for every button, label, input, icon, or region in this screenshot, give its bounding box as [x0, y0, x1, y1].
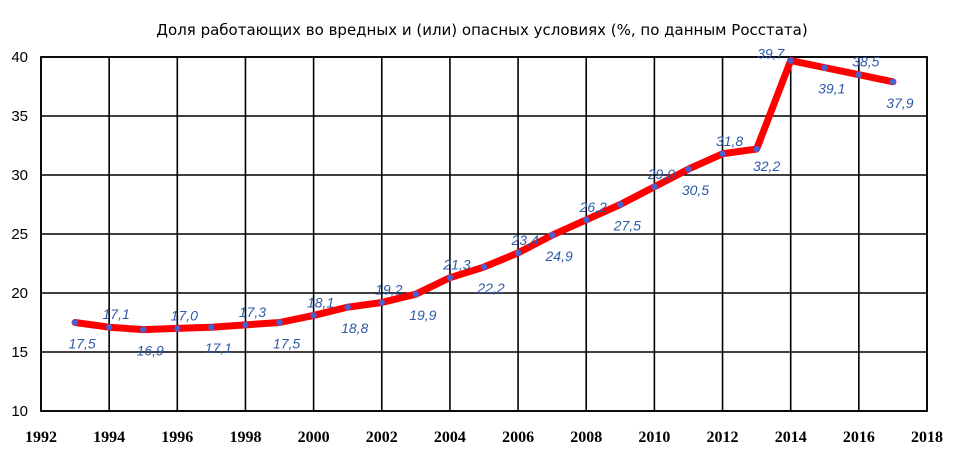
data-point-1997 [208, 324, 215, 331]
data-label-1995: 16,9 [137, 343, 164, 359]
x-tick-label-1996: 1996 [161, 429, 193, 446]
data-label-2015: 39,1 [818, 81, 845, 97]
data-point-2016 [855, 71, 863, 78]
data-label-2009: 27,5 [613, 218, 641, 234]
x-tick-label-1998: 1998 [229, 429, 261, 446]
data-point-2014 [787, 57, 794, 64]
y-tick-label-20: 20 [11, 285, 28, 302]
data-label-2010: 29,0 [647, 166, 675, 182]
data-point-1999 [276, 319, 283, 326]
grid [40, 56, 928, 412]
data-point-2009 [617, 201, 624, 208]
x-tick-label-1992: 1992 [25, 429, 57, 446]
data-label-2017: 37,9 [886, 95, 913, 111]
data-label-2007: 24,9 [545, 248, 573, 264]
data-point-2007 [548, 231, 556, 239]
y-tick-label-10: 10 [11, 403, 28, 420]
data-point-1996 [174, 325, 181, 332]
data-point-2010 [651, 183, 658, 190]
x-tick-label-1994: 1994 [93, 429, 125, 446]
data-label-2013: 32,2 [753, 158, 780, 174]
x-tick-label-2010: 2010 [638, 429, 670, 446]
data-label-2014: 39,7 [757, 46, 785, 62]
data-label-1999: 17,5 [273, 336, 300, 352]
data-point-2002 [378, 299, 385, 306]
data-label-1996: 17,0 [171, 307, 198, 323]
x-tick-label-2012: 2012 [707, 429, 739, 446]
data-label-1997: 17,1 [205, 340, 232, 356]
data-point-1993 [71, 319, 79, 326]
data-label-2016: 38,5 [852, 54, 879, 70]
data-point-2000 [310, 312, 317, 319]
data-point-1995 [140, 326, 147, 333]
data-label-1994: 17,1 [103, 306, 130, 322]
y-tick-label-35: 35 [11, 108, 28, 125]
data-label-group: 17,5 17,1 16,9 17,0 17,1 17,3 17,5 18,1 18,8 19,2… [68, 46, 913, 359]
x-tick-label-2018: 2018 [911, 429, 943, 446]
y-tick-label-30: 30 [11, 167, 28, 184]
data-point-2012 [719, 150, 726, 157]
y-tick-label-25: 25 [11, 226, 28, 243]
chart-title: Доля работающих во вредных и (или) опасн… [156, 21, 807, 39]
x-tick-label-2016: 2016 [843, 429, 875, 446]
data-label-2004: 21,3 [442, 257, 470, 273]
marker-group [71, 57, 897, 333]
x-tick-label-2002: 2002 [366, 429, 398, 446]
data-point-2004 [446, 274, 454, 281]
data-point-2013 [753, 145, 760, 153]
y-axis-ticks: 10 15 20 25 30 35 40 [11, 49, 28, 420]
data-label-2011: 30,5 [682, 182, 709, 198]
y-tick-label-40: 40 [11, 49, 28, 66]
data-point-2017 [889, 78, 897, 85]
data-point-2006 [514, 249, 522, 257]
data-label-2012: 31,8 [716, 133, 743, 149]
data-point-2005 [480, 263, 488, 271]
data-label-2005: 22,2 [476, 280, 504, 296]
data-label-2001: 18,8 [341, 320, 368, 336]
y-tick-label-15: 15 [11, 344, 28, 361]
x-tick-label-2008: 2008 [570, 429, 602, 446]
x-tick-label-2000: 2000 [298, 429, 330, 446]
data-point-2011 [685, 165, 692, 173]
data-point-2008 [583, 216, 590, 224]
x-tick-label-2006: 2006 [502, 429, 534, 446]
data-label-2003: 19,9 [409, 307, 436, 323]
x-tick-label-2014: 2014 [775, 429, 807, 446]
x-tick-label-2004: 2004 [434, 429, 466, 446]
data-point-2003 [412, 290, 420, 298]
data-point-2001 [344, 303, 351, 311]
data-label-1998: 17,3 [239, 304, 266, 320]
data-point-1994 [105, 324, 113, 331]
data-label-2008: 26,2 [579, 199, 607, 215]
data-label-2006: 23,4 [510, 232, 538, 248]
data-label-1993: 17,5 [68, 336, 95, 352]
data-point-1998 [242, 321, 249, 329]
x-axis-ticks: 1992 1994 1996 1998 2000 2002 2004 2006 2008 2010… [25, 429, 943, 446]
data-label-2000: 18,1 [307, 294, 334, 310]
data-point-2015 [821, 64, 828, 71]
data-label-2002: 19,2 [375, 281, 402, 297]
plot-frame [40, 56, 928, 412]
